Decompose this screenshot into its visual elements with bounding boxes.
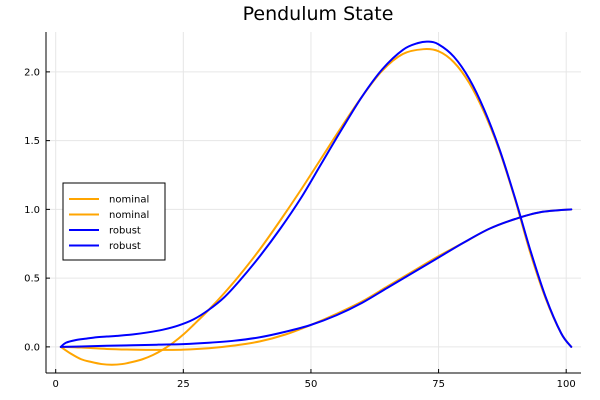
x-tick-label: 75: [432, 379, 445, 390]
y-tick-label: 0.0: [24, 342, 40, 353]
grid: [46, 32, 581, 373]
series-line-robust-4: [59, 208, 573, 348]
legend-label: robust: [109, 226, 141, 237]
y-tick-label: 1.5: [24, 136, 40, 147]
legend-box: [62, 182, 166, 261]
y-tick-label: 2.0: [24, 67, 40, 78]
x-tick-label: 100: [557, 379, 576, 390]
legend-label: nominal: [109, 195, 149, 206]
y-tick-label: 0.5: [24, 274, 40, 285]
x-tick-label: 50: [305, 379, 318, 390]
series-line-nominal-1: [59, 48, 573, 366]
x-tick-label: 0: [53, 379, 59, 390]
x-tick-label: 25: [177, 379, 190, 390]
series-line-robust-3: [59, 40, 573, 348]
axes: 0 25 50 75 100 0.0 0.5 1.0 1.5 2.0: [24, 32, 581, 390]
legend: nominal nominal robust robust: [62, 182, 166, 261]
legend-label: nominal: [109, 210, 149, 221]
series-lines: [59, 40, 573, 366]
y-tick-label: 1.0: [24, 205, 40, 216]
legend-label: robust: [109, 241, 141, 252]
chart-title: Pendulum State: [243, 3, 394, 25]
